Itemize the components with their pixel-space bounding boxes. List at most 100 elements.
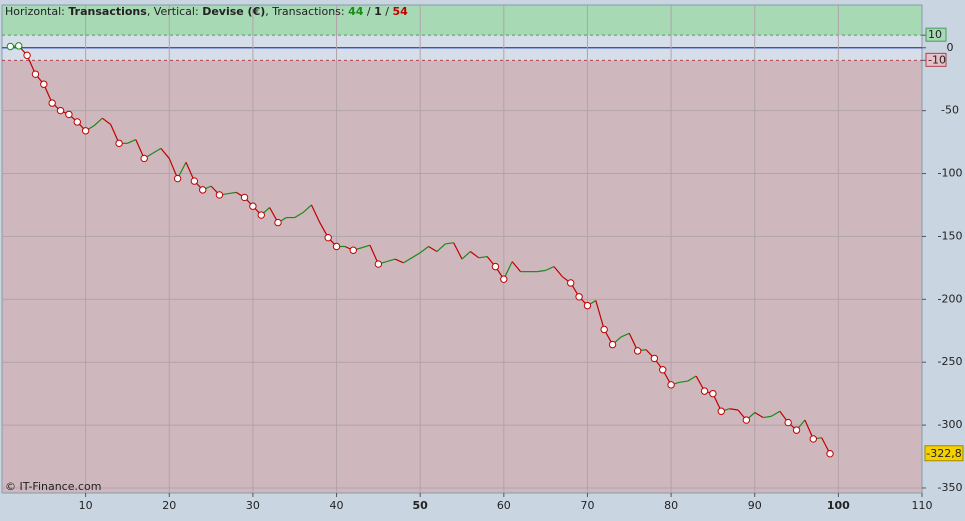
x-tick-label: 100 [827,499,850,512]
point [667,381,675,389]
point [349,246,357,254]
segment [386,258,396,263]
point [257,211,265,219]
point [173,174,182,183]
segment [294,212,304,219]
point [23,51,31,60]
y-tick-box [925,52,947,67]
segment [453,242,463,260]
point [709,389,717,398]
point [324,233,332,242]
title-part: , Transactions: [265,5,348,18]
segment [302,204,312,213]
point [575,293,583,301]
segment [428,245,438,253]
point [700,387,709,395]
segment [754,411,764,419]
point [374,260,383,268]
point [73,118,81,126]
point [332,242,341,251]
segment [411,252,421,259]
point [15,42,23,50]
y-tick-box [925,27,947,42]
segment [537,269,546,273]
segment [687,375,697,382]
point [240,193,249,202]
title-part: Transactions [68,5,147,18]
point [6,42,15,51]
point [809,435,817,443]
segment [436,243,446,252]
y-tick-label: 0 [947,41,954,54]
title-part: , Vertical: [147,5,202,18]
segment [461,251,471,260]
point [608,340,617,349]
segment [511,261,522,273]
segment [620,332,630,338]
title-part: 44 [348,5,364,18]
point [31,70,40,78]
segment [445,242,454,245]
point [81,127,90,135]
title-part: / [363,5,374,18]
y-tick-label: -200 [938,292,963,305]
segment [93,117,103,127]
point [215,191,224,199]
point [792,426,801,434]
point [190,177,199,185]
segment [545,266,555,271]
x-tick-label: 110 [912,499,933,512]
x-tick-label: 30 [246,499,260,512]
x-tick-label: 90 [748,499,762,512]
profit-zone [2,5,922,36]
y-tick-label: -50 [941,104,959,117]
point [650,354,659,363]
y-tick-label: -300 [938,418,963,431]
point [65,110,73,119]
watermark: © IT-Finance.com [5,480,102,493]
y-tick-label: -100 [938,167,963,180]
segment [403,257,413,264]
segment [419,246,429,254]
title-part: 54 [393,5,409,18]
point [717,407,725,415]
x-tick-label: 80 [664,499,678,512]
point [633,347,642,355]
y-tick-label: 10 [928,28,942,41]
value-label: -322,8 [926,447,961,460]
segment [160,147,170,159]
point [56,106,65,115]
x-tick-label: 10 [79,499,93,512]
point [199,186,207,194]
x-tick-label: 50 [413,499,429,512]
segment [478,255,488,259]
point [140,154,148,163]
segment [102,117,112,125]
segment [127,139,137,144]
loss-zone [2,60,922,493]
segment [763,415,772,419]
segment [361,244,371,249]
title-part: Devise (€) [202,5,265,18]
point [583,301,592,310]
point [274,218,282,227]
y-tick-label: -250 [938,355,963,368]
x-tick-label: 70 [580,499,594,512]
segment [227,191,237,195]
segment [394,258,404,264]
segment [595,300,605,330]
y-tick-label: -10 [928,53,946,66]
point [249,202,257,210]
segment [729,408,739,411]
segment [679,380,688,383]
point [115,139,123,148]
segment [553,266,563,278]
x-tick-label: 40 [330,499,344,512]
point [742,416,751,424]
point [40,80,48,88]
segment [152,147,162,154]
title-part: / [382,5,393,18]
plot-frame [1,4,923,494]
value-label-box [924,445,964,462]
